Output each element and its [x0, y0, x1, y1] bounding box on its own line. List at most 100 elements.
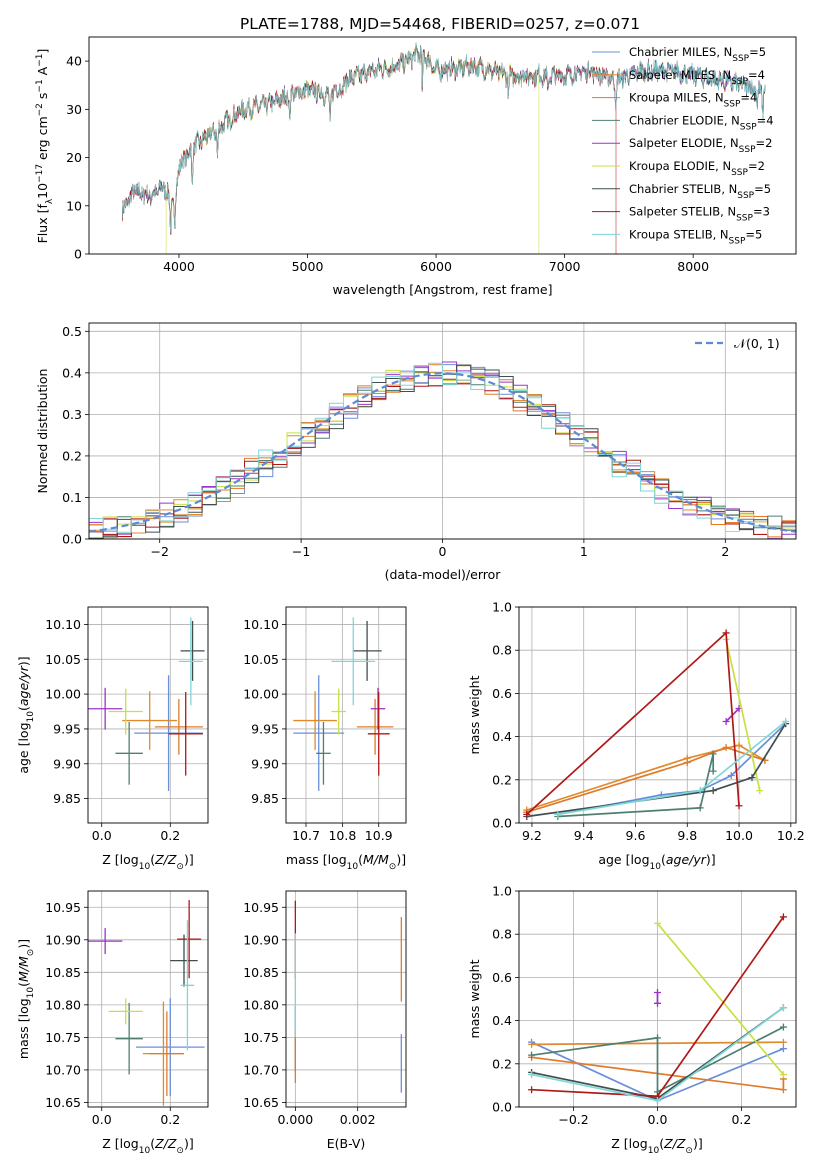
x-tick-label: 0.2 — [160, 828, 180, 843]
x-tick-label: 10.7 — [292, 828, 320, 843]
weight-marker — [683, 759, 691, 767]
text-part: SSP — [731, 77, 748, 87]
age_vs_mass-axes: 10.7 10.8 10.9 9.85 9.90 9.95 10.00 10.05 10.10 m… — [243, 606, 407, 872]
y-axis-label: mass [log10(M/M⊙)] — [16, 939, 36, 1059]
legend-label: Chabrier ELODIE, NSSP=4 — [629, 113, 774, 132]
mass_vs_Z-plot-area — [88, 900, 205, 1106]
y-tick-label: 10.75 — [243, 1030, 279, 1045]
text-part: )] — [16, 939, 31, 949]
x-tick-label: 0.000 — [277, 1112, 313, 1127]
text-part: SSP — [740, 122, 757, 132]
text-part: λ — [45, 198, 55, 204]
text-part: =4 — [740, 91, 757, 105]
weight-marker — [654, 919, 661, 927]
text-part: SSP — [737, 191, 754, 201]
y-tick-label: 10.70 — [243, 1062, 279, 1077]
text-part: 10 — [347, 862, 359, 872]
legend-label: Kroupa ELODIE, NSSP=2 — [629, 159, 765, 178]
y-tick-label: 0 — [74, 247, 82, 262]
text-part: 10 — [26, 987, 36, 999]
weight-marker — [696, 804, 704, 812]
text-part: mass [log — [16, 998, 31, 1059]
text-part: Z/Z — [154, 1136, 177, 1151]
y-tick-label: 0.8 — [492, 643, 512, 658]
x-axis-label: mass [log10(M/M⊙)] — [286, 852, 406, 872]
x-tick-label: 8000 — [677, 259, 709, 274]
weight-marker — [782, 717, 790, 725]
y-tick-label: 0.5 — [62, 324, 82, 339]
text-part: =2 — [748, 159, 765, 173]
text-part: age/yr — [16, 665, 31, 706]
weight-marker — [654, 1034, 661, 1042]
weight-marker — [779, 913, 787, 921]
text-part: SSP — [739, 145, 756, 155]
text-part: ⊙ — [389, 862, 397, 872]
x-axis-label: (data-model)/error — [385, 567, 502, 582]
text-part: age [log — [598, 852, 649, 867]
weight_vs_age-axes: 9.2 9.4 9.6 9.8 10.0 10.2 0.0 0.2 0.4 0.6 0.8 1.0 ma… — [467, 600, 805, 873]
text-part: ⊙ — [26, 949, 36, 957]
weight-marker — [779, 1071, 787, 1079]
weight-marker — [748, 774, 756, 782]
weight-marker — [709, 750, 717, 758]
text-part: Salpeter MILES, N — [629, 68, 731, 82]
text-part: 10 — [139, 1146, 151, 1156]
weight-marker — [654, 999, 661, 1007]
residuals-axes: −2 −1 0 1 2 0.0 0.1 0.2 0.3 0.4 0.5 𝒩(0, 1) Normed d… — [35, 322, 797, 582]
text-part: =4 — [757, 113, 774, 127]
text-part: Chabrier STELIB, N — [629, 182, 737, 196]
weight-marker — [779, 1086, 787, 1094]
weight_vs_Z-plot-area — [528, 913, 787, 1105]
text-part: 10 — [650, 862, 662, 872]
text-part: SSP — [736, 214, 753, 224]
y-tick-label: 0.3 — [62, 407, 82, 422]
legend-label: Salpeter STELIB, NSSP=3 — [629, 205, 770, 224]
y-tick-label: 0.6 — [492, 686, 512, 701]
y-tick-label: 10.00 — [243, 687, 279, 702]
weight-marker — [722, 743, 730, 751]
text-part: ( — [16, 982, 31, 987]
y-tick-label: 10.95 — [243, 900, 279, 915]
x-tick-label: 0.002 — [340, 1112, 376, 1127]
text-part: =5 — [754, 182, 771, 196]
legend-label: 𝒩(0, 1) — [734, 336, 780, 351]
y-tick-label: 1.0 — [492, 600, 512, 615]
text-part: A — [35, 66, 50, 79]
weight-marker — [709, 787, 717, 795]
y-tick-label: 10.80 — [45, 997, 81, 1012]
age_vs_mass-plot-area — [293, 617, 394, 791]
spectrum-plot-area — [122, 42, 766, 254]
text-part: Kroupa STELIB, N — [629, 227, 729, 241]
text-part: age [log — [16, 722, 31, 773]
y-tick-label: 40 — [66, 54, 82, 69]
weight-marker — [523, 810, 531, 818]
y-tick-label: 9.90 — [251, 756, 279, 771]
text-part: −17 — [35, 164, 45, 183]
x-tick-label: 1 — [580, 544, 588, 559]
residuals-plot-area — [89, 361, 796, 539]
y-tick-label: 0.1 — [62, 490, 82, 505]
axes-frame — [518, 606, 797, 824]
text-part: age/yr — [666, 852, 707, 867]
text-part: Salpeter STELIB, N — [629, 205, 736, 219]
text-part: Z [log — [611, 1136, 647, 1151]
text-part: −1 — [35, 79, 45, 92]
y-tick-label: 10.65 — [243, 1095, 279, 1110]
weight-marker — [779, 1038, 787, 1046]
weight-marker — [696, 787, 704, 795]
weight-marker — [528, 1071, 536, 1079]
text-part: )] — [16, 656, 31, 666]
text-part: =5 — [745, 227, 762, 241]
x-tick-label: 10.2 — [777, 828, 805, 843]
y-tick-label: 10.10 — [45, 617, 81, 632]
text-part: )] — [396, 852, 406, 867]
text-part: ⊙ — [176, 862, 184, 872]
y-axis-label: Flux [fλ10−17 erg cm−2 s−1 A−1] — [35, 49, 55, 244]
legend-label: Kroupa MILES, NSSP=4 — [629, 91, 757, 110]
text-part: (0, 1) — [746, 336, 780, 351]
text-part: mass [log — [286, 852, 347, 867]
text-part: M/M — [363, 852, 389, 867]
x-axis-label: age [log10(age/yr)] — [598, 852, 715, 872]
x-tick-label: −1 — [292, 544, 310, 559]
